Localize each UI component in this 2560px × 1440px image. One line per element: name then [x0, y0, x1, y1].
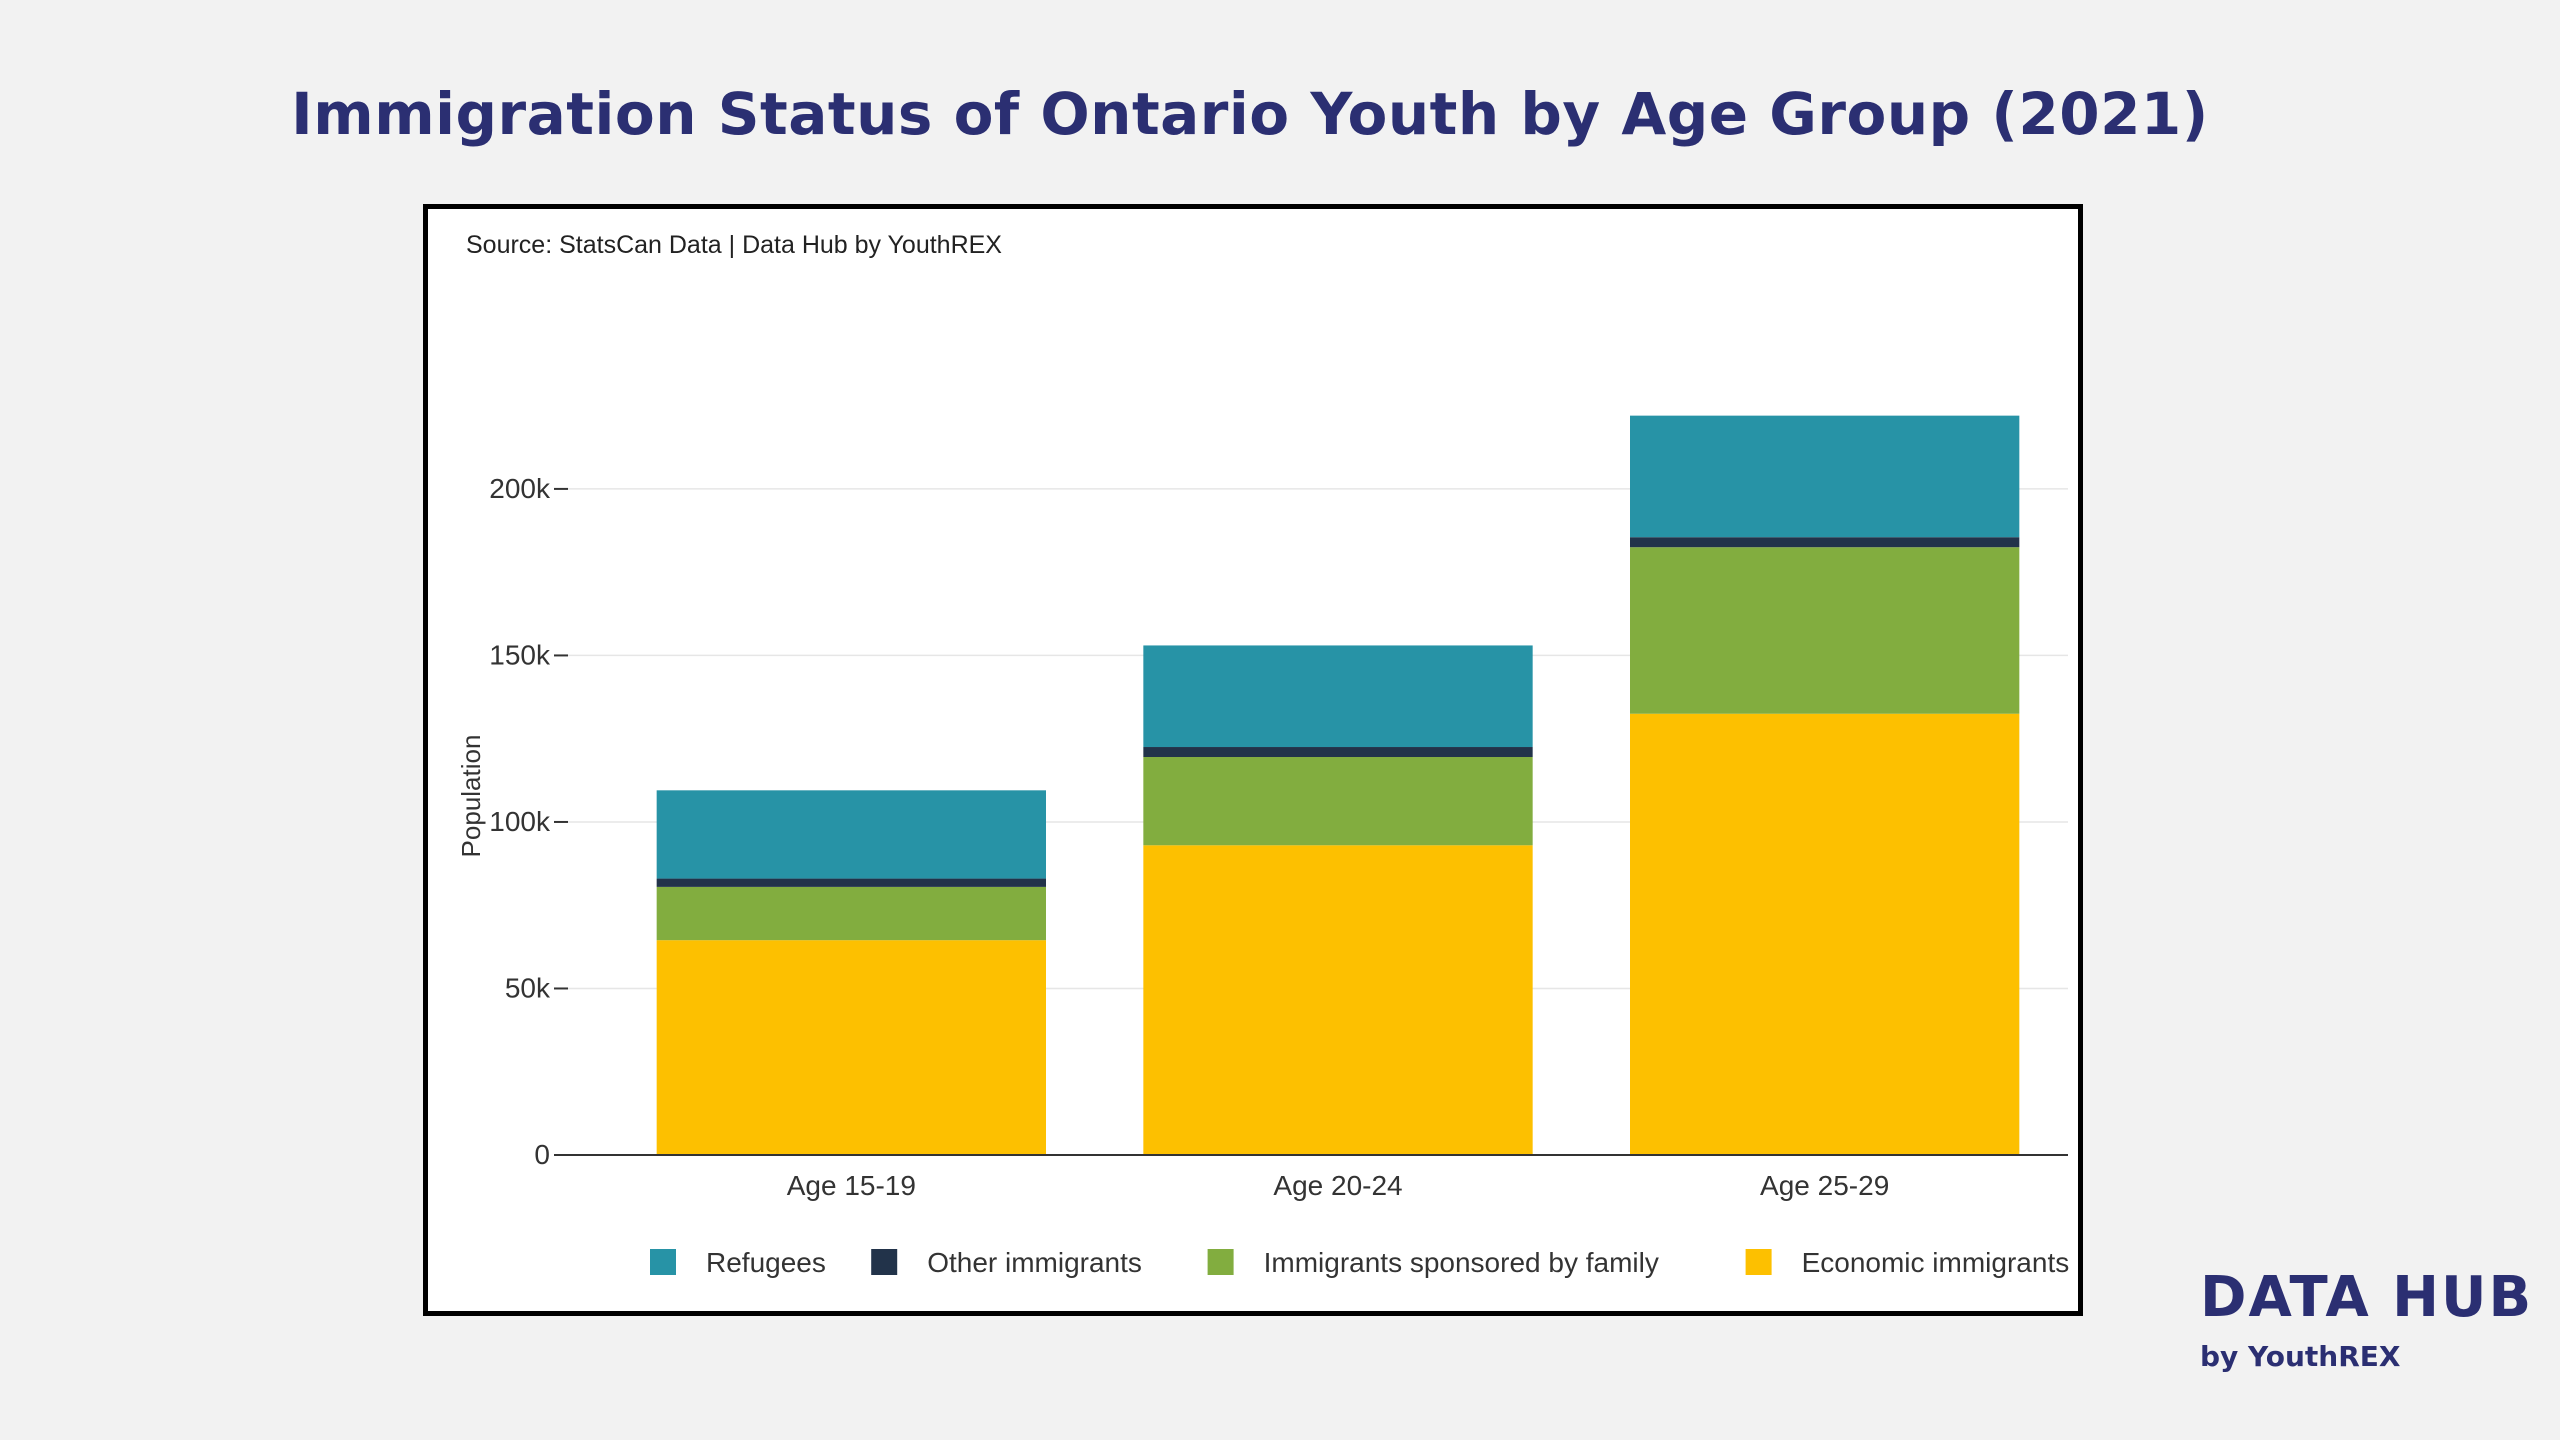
- bar-economic-immigrants: [656, 940, 1046, 1155]
- y-tick-label: 0: [534, 1139, 550, 1170]
- stacked-bar-chart: 0 50k 100k 150k 200k Population Age 15-19 Age 2…: [456, 415, 2070, 1278]
- y-tick-label: 100k: [489, 806, 551, 837]
- x-tick-label: Age 15-19: [787, 1170, 916, 1201]
- y-tick-label: 150k: [489, 639, 551, 670]
- bar-immigrants-sponsored-by-family: [656, 886, 1046, 941]
- bar-other-immigrants: [656, 878, 1046, 887]
- bar-immigrants-sponsored-by-family: [1630, 547, 2020, 714]
- bar-other-immigrants: [1143, 747, 1533, 758]
- legend-swatch: [1745, 1249, 1772, 1275]
- x-tick-label: Age 20-24: [1273, 1170, 1402, 1201]
- bar-refugees: [1143, 645, 1533, 748]
- brand-tagline: by YouthREX: [2200, 1340, 2401, 1373]
- y-axis-label: Population: [456, 735, 486, 858]
- legend-swatch: [1207, 1249, 1234, 1275]
- bar-other-immigrants: [1630, 537, 2020, 548]
- page-title: Immigration Status of Ontario Youth by A…: [291, 80, 2209, 148]
- bar-refugees: [1630, 415, 2020, 538]
- bar-economic-immigrants: [1143, 845, 1533, 1155]
- chart-frame: Source: StatsCan Data | Data Hub by Yout…: [423, 204, 2083, 1316]
- legend-swatch: [871, 1249, 898, 1275]
- legend-label: Other immigrants: [927, 1247, 1142, 1278]
- x-tick-label: Age 25-29: [1760, 1170, 1889, 1201]
- chart-source: Source: StatsCan Data | Data Hub by Yout…: [466, 231, 1002, 259]
- legend-label: Economic immigrants: [1802, 1247, 2070, 1278]
- bar-immigrants-sponsored-by-family: [1143, 757, 1533, 846]
- y-tick-label: 200k: [489, 473, 551, 504]
- brand-logo: DATA HUB by YouthREX: [2200, 1265, 2534, 1374]
- bar-economic-immigrants: [1630, 713, 2020, 1155]
- legend-label: Refugees: [706, 1247, 826, 1278]
- brand-name: DATA HUB: [2200, 1265, 2534, 1330]
- legend-swatch: [650, 1249, 676, 1275]
- legend-label: Immigrants sponsored by family: [1264, 1247, 1659, 1278]
- y-tick-label: 50k: [505, 972, 551, 1003]
- bar-refugees: [656, 790, 1046, 879]
